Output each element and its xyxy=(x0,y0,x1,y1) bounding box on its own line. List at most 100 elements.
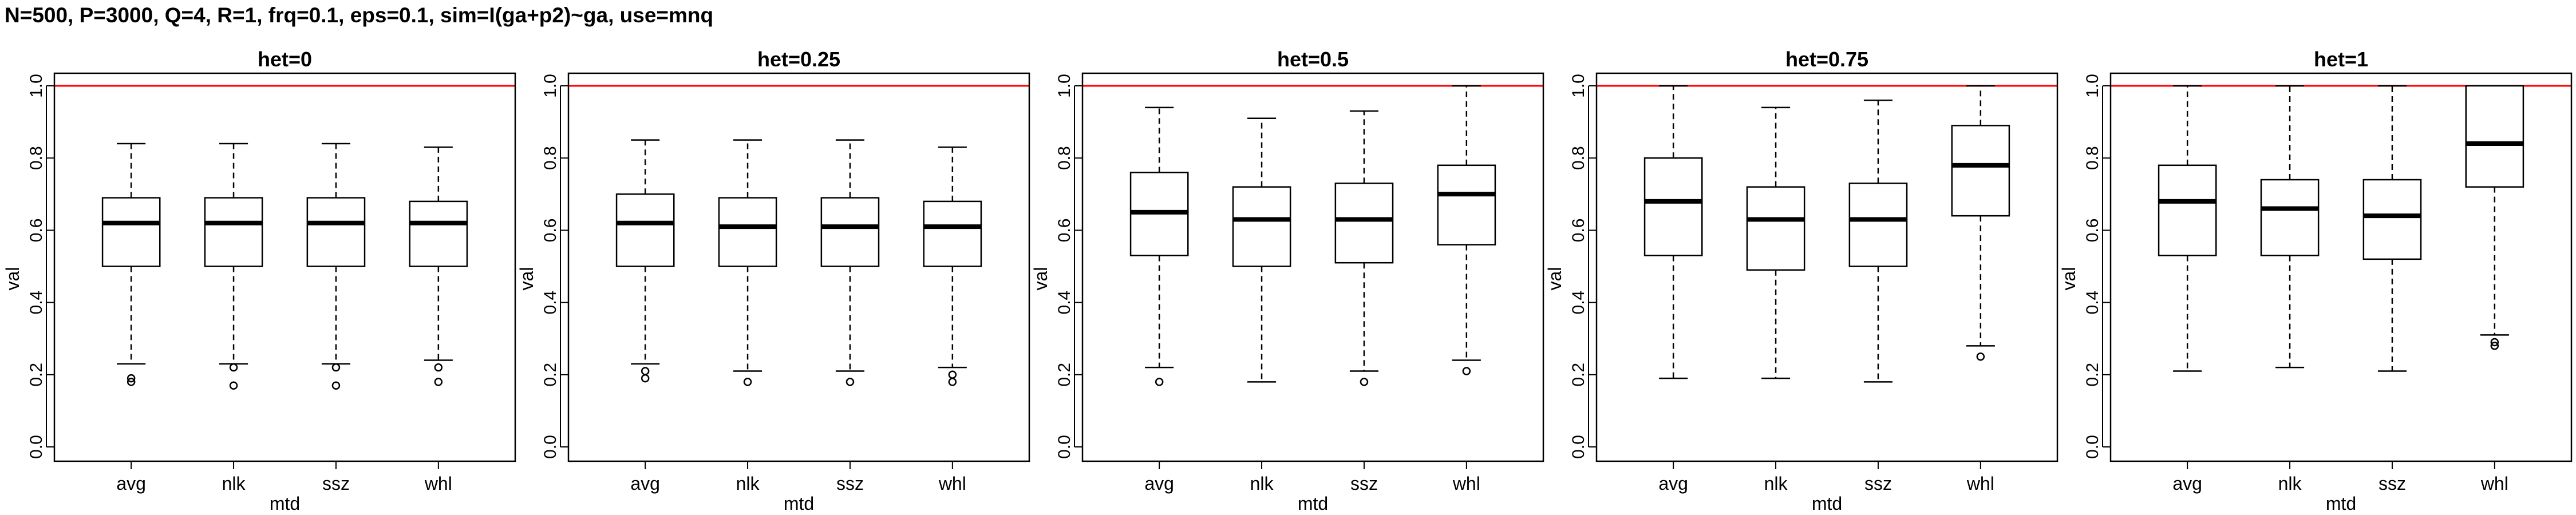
box-iqr xyxy=(2362,179,2422,260)
y-tick-label: 0.2 xyxy=(541,363,560,387)
x-axis-label: mtd xyxy=(2326,493,2356,514)
y-tick-label: 0.8 xyxy=(1569,146,1588,170)
x-tick-label: whl xyxy=(424,473,452,494)
plot-frame xyxy=(1595,72,2059,462)
y-axis-label: val xyxy=(516,267,537,291)
y-tick-label: 0.4 xyxy=(2083,291,2102,315)
outlier-point xyxy=(948,378,957,386)
box-iqr xyxy=(1232,186,1291,267)
outlier-point xyxy=(743,378,752,386)
x-tick-label: nlk xyxy=(2278,473,2302,494)
box-iqr xyxy=(1951,125,2010,217)
outlier-point xyxy=(434,363,443,372)
box-iqr xyxy=(1437,164,1496,245)
outlier-point xyxy=(1360,378,1369,386)
x-tick-label: ssz xyxy=(322,473,350,494)
x-axis-label: mtd xyxy=(784,493,814,514)
box-iqr xyxy=(409,200,468,267)
box-iqr xyxy=(923,200,982,267)
x-tick-label: ssz xyxy=(836,473,864,494)
y-tick-label: 0.6 xyxy=(1569,219,1588,243)
outlier-point xyxy=(641,374,650,383)
y-tick-label: 1.0 xyxy=(27,74,46,98)
y-tick-label: 0.6 xyxy=(27,219,46,243)
y-tick-label: 0.8 xyxy=(541,146,560,170)
outlier-point xyxy=(1155,378,1164,386)
x-tick-label: avg xyxy=(1144,473,1174,494)
plot-frame xyxy=(1081,72,1544,462)
y-axis-label: val xyxy=(2059,267,2079,291)
x-tick-label: avg xyxy=(630,473,660,494)
box-iqr xyxy=(1643,157,1703,256)
outlier-point xyxy=(1976,352,1985,361)
box-iqr xyxy=(204,197,263,267)
x-tick-label: nlk xyxy=(1250,473,1274,494)
y-tick-label: 1.0 xyxy=(1055,74,1074,98)
outlier-point xyxy=(846,378,855,386)
panel-title: het=1 xyxy=(2314,47,2368,71)
y-tick-label: 0.8 xyxy=(1055,146,1074,170)
outlier-point xyxy=(127,378,136,386)
outlier-point xyxy=(434,378,443,386)
x-tick-label: whl xyxy=(2480,473,2508,494)
outlier-point xyxy=(2490,338,2499,347)
x-tick-label: avg xyxy=(1658,473,1688,494)
box-iqr xyxy=(1334,183,1394,264)
y-tick-label: 0.2 xyxy=(27,363,46,387)
y-tick-label: 0.4 xyxy=(1569,291,1588,315)
x-tick-label: whl xyxy=(938,473,966,494)
x-axis-label: mtd xyxy=(1812,493,1842,514)
y-tick-label: 0.4 xyxy=(27,291,46,315)
y-axis-label: val xyxy=(2,267,23,291)
panel-title: het=0 xyxy=(258,47,312,71)
plot-frame xyxy=(53,72,516,462)
x-tick-label: whl xyxy=(1966,473,1994,494)
outlier-point xyxy=(331,381,341,390)
y-tick-label: 0.0 xyxy=(1055,435,1074,459)
outlier-point xyxy=(331,363,341,372)
panel-title: het=0.75 xyxy=(1785,47,1868,71)
outlier-point xyxy=(2490,342,2499,350)
y-tick-label: 0.2 xyxy=(1055,363,1074,387)
outlier-point xyxy=(229,381,238,390)
box-iqr xyxy=(2158,164,2217,256)
outlier-point xyxy=(948,370,957,379)
outlier-point xyxy=(127,374,136,383)
y-tick-label: 1.0 xyxy=(2083,74,2102,98)
panel-title: het=0.25 xyxy=(757,47,840,71)
x-tick-label: avg xyxy=(116,473,146,494)
x-tick-label: avg xyxy=(2172,473,2202,494)
box-iqr xyxy=(2465,85,2524,188)
y-tick-label: 1.0 xyxy=(1569,74,1588,98)
box-iqr xyxy=(101,197,161,267)
y-tick-label: 0.8 xyxy=(27,146,46,170)
box-iqr xyxy=(1848,183,1908,267)
x-tick-label: nlk xyxy=(736,473,760,494)
x-axis-label: mtd xyxy=(1298,493,1328,514)
box-iqr xyxy=(2260,179,2320,256)
y-tick-label: 0.2 xyxy=(2083,363,2102,387)
y-tick-label: 1.0 xyxy=(541,74,560,98)
y-tick-label: 0.6 xyxy=(541,219,560,243)
y-axis-label: val xyxy=(1030,267,1051,291)
y-axis-label: val xyxy=(1544,267,1565,291)
y-tick-label: 0.6 xyxy=(1055,219,1074,243)
x-tick-label: whl xyxy=(1452,473,1480,494)
x-axis-label: mtd xyxy=(270,493,300,514)
box-iqr xyxy=(718,197,777,267)
x-tick-label: ssz xyxy=(2379,473,2406,494)
y-tick-label: 0.0 xyxy=(1569,435,1588,459)
figure-title: N=500, P=3000, Q=4, R=1, frq=0.1, eps=0.… xyxy=(5,3,714,27)
y-tick-label: 0.4 xyxy=(1055,291,1074,315)
box-iqr xyxy=(820,197,880,267)
outlier-point xyxy=(641,367,650,375)
box-iqr xyxy=(615,193,675,267)
plot-frame xyxy=(2109,72,2573,462)
x-tick-label: ssz xyxy=(1864,473,1892,494)
box-iqr xyxy=(306,197,366,267)
outlier-point xyxy=(1462,367,1471,375)
plot-frame xyxy=(567,72,1030,462)
x-tick-label: nlk xyxy=(1764,473,1788,494)
panel-title: het=0.5 xyxy=(1277,47,1349,71)
